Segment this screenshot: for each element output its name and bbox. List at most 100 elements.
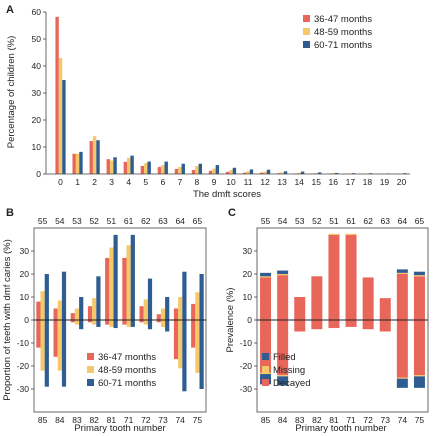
panel-a-ytick-label: 50 xyxy=(32,34,42,44)
panel-b-bottom-tick-label: 81 xyxy=(107,415,117,425)
panel-a-bar xyxy=(249,169,254,174)
panel-b-bottom-tick-label: 71 xyxy=(124,415,134,425)
panel-b-top-tick-label: 63 xyxy=(158,216,168,226)
panel-c-bottom-tick-label: 74 xyxy=(398,415,408,425)
panel-b-legend-swatch xyxy=(87,353,94,360)
panel-c-bar-lower xyxy=(277,320,289,376)
panel-b-top-tick-label: 53 xyxy=(72,216,82,226)
panel-c-bar-lower xyxy=(362,320,374,330)
panel-a-xtick-label: 19 xyxy=(380,177,390,187)
panel-a-bar xyxy=(331,173,335,174)
panel-b-bar-lower xyxy=(195,320,200,373)
panel-a-ytick-label: 10 xyxy=(32,142,42,152)
panel-b-bar-lower xyxy=(96,320,101,327)
panel-c-ytick-label: -10 xyxy=(240,338,253,348)
panel-b-bottom-tick-label: 85 xyxy=(38,415,48,425)
panel-b-bar-lower xyxy=(143,320,148,325)
panel-a-ytick-label: 60 xyxy=(32,7,42,17)
panel-c-bar-upper xyxy=(311,276,323,320)
panel-c-bar-upper xyxy=(294,297,306,320)
panel-c-ytick-label: 10 xyxy=(243,292,253,302)
panel-b-bar-lower xyxy=(182,320,187,392)
panel-c-bar-lower xyxy=(396,377,408,379)
panel-a-xtick-label: 12 xyxy=(260,177,270,187)
panel-a-xtick-label: 9 xyxy=(212,177,217,187)
panel-b-top-tick-label: 54 xyxy=(55,216,65,226)
panel-c-top-tick-label: 64 xyxy=(398,216,408,226)
panel-a-bar xyxy=(144,163,148,174)
panel-a-bar xyxy=(62,80,66,174)
panel-a-ytick-label: 40 xyxy=(32,61,42,71)
panel-c-bar-lower xyxy=(413,375,425,377)
panel-a-xtick-label: 0 xyxy=(58,177,63,187)
panel-b-bar-upper xyxy=(143,299,148,320)
panel-c-legend-swatch xyxy=(262,366,269,373)
panel-b-legend-swatch xyxy=(87,379,94,386)
panel-b-bar-upper xyxy=(87,306,93,320)
panel-c-bar-lower xyxy=(345,320,357,327)
panel-a-xtick-label: 17 xyxy=(346,177,356,187)
panel-c-xlabel: Primary tooth number xyxy=(295,423,386,434)
panel-b-top-tick-label: 64 xyxy=(175,216,185,226)
panel-a-xtick-label: 13 xyxy=(277,177,287,187)
panel-a-xtick-label: 1 xyxy=(75,177,80,187)
panel-b-bar-upper xyxy=(96,276,101,320)
panel-b-bar-upper xyxy=(113,234,118,320)
panel-b-bar-upper xyxy=(105,257,110,320)
panel-b-ytick-label: -30 xyxy=(17,384,30,394)
panel-a-bar xyxy=(79,151,83,174)
panel-a-bar xyxy=(58,57,63,174)
panel-b-bar-lower xyxy=(53,320,58,357)
panel-b-bar-lower xyxy=(173,320,179,360)
panel-a-bar xyxy=(369,173,373,174)
panel-b-bar-upper xyxy=(199,274,204,320)
panel-b-legend-label: 36-47 months xyxy=(98,352,156,363)
panel-b-bar-lower xyxy=(113,320,118,329)
panel-c-legend-label: Missing xyxy=(273,365,305,376)
panel-b-bar-upper xyxy=(191,303,196,320)
panel-b-bar-lower xyxy=(147,320,153,330)
panel-c-bottom-tick-label: 73 xyxy=(381,415,391,425)
panel-c-bar-lower xyxy=(311,320,323,330)
panel-b-bottom-tick-label: 72 xyxy=(141,415,151,425)
panel-c-bar-upper xyxy=(413,275,425,277)
panel-c-top-tick-label: 55 xyxy=(261,216,271,226)
panel-a-bar xyxy=(157,166,162,174)
panel-b-bottom-tick-label: 75 xyxy=(193,415,203,425)
panel-c-letter: C xyxy=(228,207,236,219)
panel-b-top-tick-label: 52 xyxy=(89,216,99,226)
panel-c-bar-lower xyxy=(379,320,391,332)
panel-a-bar xyxy=(191,169,196,174)
panel-b-bar-upper xyxy=(195,292,200,320)
panel-c-ytick-label: 0 xyxy=(247,315,252,325)
panel-c-bar-upper xyxy=(277,275,289,320)
panel-a-bar xyxy=(317,172,322,174)
panel-c-bar-upper xyxy=(362,277,374,320)
panel-b-bar-lower xyxy=(74,320,80,325)
panel-a-xtick-label: 3 xyxy=(109,177,114,187)
panel-b-bar-lower xyxy=(36,320,41,348)
panel-a-bar xyxy=(123,161,128,174)
panel-b-ytick-label: 0 xyxy=(24,315,29,325)
panel-a-xtick-label: 4 xyxy=(126,177,131,187)
panel-a-bar xyxy=(297,172,301,174)
panel-c-bar-lower xyxy=(328,320,340,329)
panel-b-bar-upper xyxy=(36,301,41,320)
panel-b-top-tick-label: 51 xyxy=(107,216,117,226)
panel-b-bar-upper xyxy=(178,297,183,320)
panel-b-bar-upper xyxy=(109,247,114,320)
panel-c-bottom-tick-label: 72 xyxy=(363,415,373,425)
panel-b-bar-lower xyxy=(126,320,131,327)
panel-c-top-tick-label: 62 xyxy=(363,216,373,226)
panel-c-ytick-label: 20 xyxy=(243,269,253,279)
panel-a-legend-swatch xyxy=(303,41,310,48)
panel-c-bar-lower xyxy=(396,320,408,378)
panel-b-xlabel: Primary tooth number xyxy=(74,423,165,434)
panel-b-ytick-label: -10 xyxy=(17,338,30,348)
panel-c-bottom-tick-label: 81 xyxy=(329,415,339,425)
panel-a-xtick-label: 6 xyxy=(160,177,165,187)
panel-a-bar xyxy=(92,136,97,174)
panel-a-bar xyxy=(106,159,110,174)
panel-b-bar-lower xyxy=(79,320,84,330)
panel-a-bar xyxy=(147,161,151,174)
